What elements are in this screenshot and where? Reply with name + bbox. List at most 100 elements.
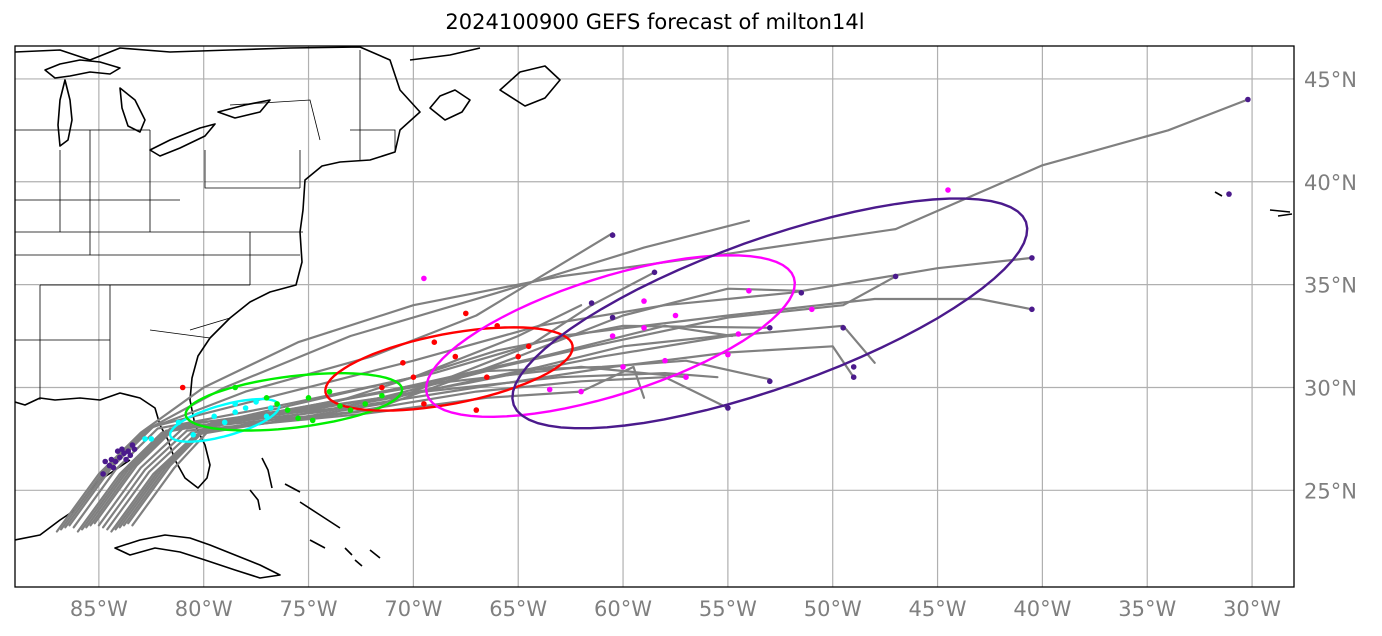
ellipse-outline [511,197,1029,430]
forecast-point [100,471,106,477]
lon-tick-label: 35°W [1118,597,1176,621]
ellipse-outline [424,254,797,419]
forecast-point [672,312,679,319]
forecast-point [362,401,369,407]
map-background [15,46,1294,587]
forecast-point [484,374,490,381]
forecast-point [129,442,136,448]
forecast-point [588,300,595,306]
forecast-point [379,392,385,399]
forecast-point [620,364,626,370]
track-line [85,345,855,529]
newfoundland [499,65,561,107]
forecast-point [114,448,121,455]
forecast-point [892,273,899,280]
ellipse-outline [324,326,574,412]
lat-tick-label: 35°N [1304,274,1357,298]
forecast-point [232,409,238,416]
forecast-point [305,395,312,401]
track-line [122,304,583,527]
forecast-point [232,384,238,391]
forecast-point [945,187,951,193]
track-line [55,98,1250,533]
cuba-outline [114,534,281,579]
forecast-point [746,288,752,294]
forecast-point [641,298,647,304]
lon-tick-label: 60°W [594,597,652,621]
forecast-point [379,384,385,391]
forecast-point [609,333,616,339]
lake-huron [119,87,146,133]
forecast-point [421,401,427,407]
track-line [114,332,740,531]
track-line [93,359,771,525]
forecast-point [175,419,182,426]
track-line [76,275,897,533]
state-borders [15,50,396,400]
lon-tick-label: 45°W [909,597,967,621]
forecast-point [725,351,731,358]
forecast-point [609,232,616,238]
forecast-point [410,374,417,381]
forecast-point [662,357,668,364]
nova-scotia [409,47,481,121]
lon-tick-label: 50°W [804,597,862,621]
track-line [131,365,688,527]
ellipse-outline [184,372,404,432]
forecast-point [337,403,343,409]
forecast-point [119,446,125,453]
forecast-point [253,399,259,405]
lon-tick-label: 55°W [699,597,757,621]
forecast-point [1245,96,1251,103]
track-line [106,287,803,531]
lat-tick-label: 40°N [1304,171,1357,195]
forecast-point [211,413,217,420]
forecast-point [326,388,333,395]
forecast-point [809,306,815,313]
lake-erie [149,123,216,157]
forecast-point [641,325,647,331]
forecast-point [190,432,196,438]
forecast-point [850,364,857,370]
forecast-point [609,314,616,321]
forecast-point [232,401,238,407]
map-title: 2024100900 GEFS forecast of milton14l [445,10,865,34]
forecast-point [850,374,857,381]
forecast-point [123,456,129,463]
forecast-point [767,325,773,331]
forecast-point [767,378,773,385]
lake-superior [44,59,121,79]
track-line [97,376,730,527]
forecast-point [112,458,119,465]
forecast-point [735,331,742,337]
forecast-point [1029,306,1035,313]
forecast-point [110,464,117,471]
forecast-point [525,343,532,350]
forecast-point [263,413,270,420]
gridlines [15,46,1294,587]
forecast-point [798,290,805,296]
lake-michigan [57,79,73,147]
azores-islands [1214,191,1293,217]
forecast-point [725,405,731,411]
forecast-point [473,407,480,413]
forecast-point [284,407,291,413]
track-line [64,232,614,529]
axis-ticks: 85°W 80°W 75°W 70°W 65°W 60°W 55°W 50°W 45°W 40°W… [70,68,1357,621]
forecast-point [515,353,521,360]
forecast-point [421,275,427,282]
forecast-point [1029,255,1035,261]
forecast-point [1226,191,1232,197]
uncertainty-ellipses [168,197,1029,443]
forecast-point [179,384,186,391]
forecast-point [108,456,115,463]
lon-tick-label: 70°W [384,597,442,621]
forecast-point [683,374,689,381]
lon-tick-label: 80°W [175,597,233,621]
lat-tick-label: 45°N [1304,68,1357,92]
forecast-point [274,401,280,407]
lon-tick-label: 30°W [1223,597,1281,621]
track-line [89,324,771,527]
forecast-point [463,310,469,317]
forecast-point [142,436,148,442]
